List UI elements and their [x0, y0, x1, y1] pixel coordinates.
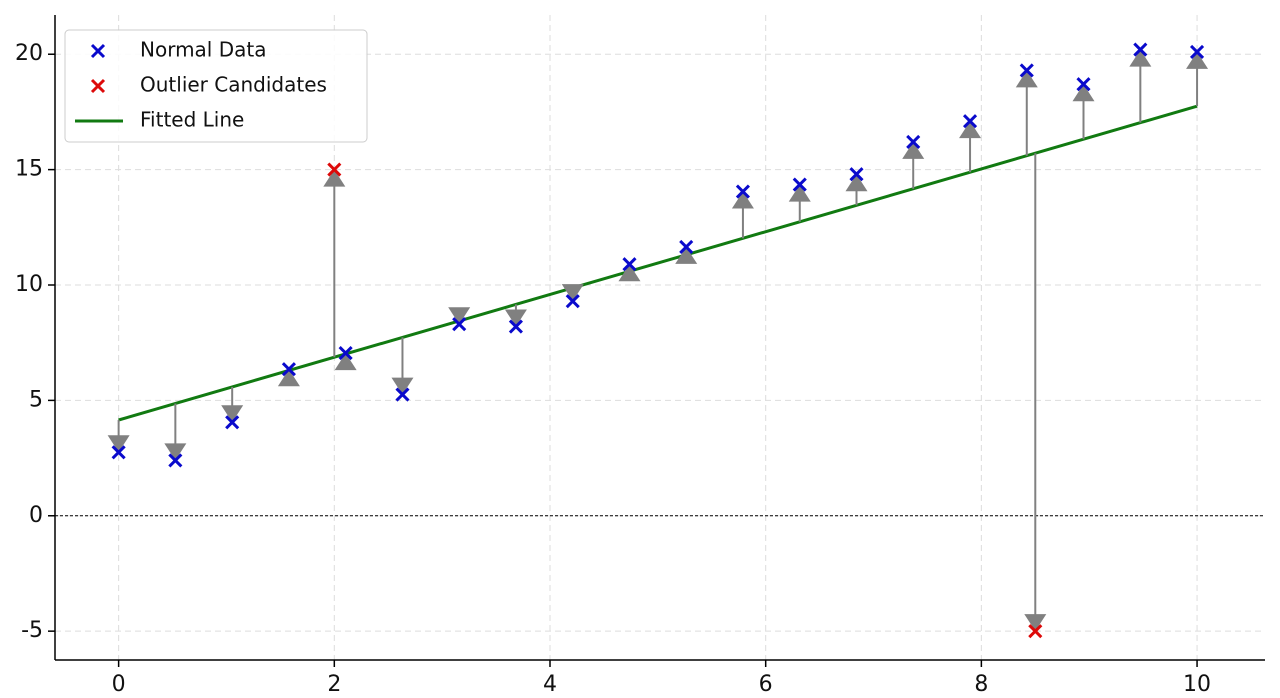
point	[327, 162, 342, 177]
marker-stroke	[281, 362, 296, 377]
point	[849, 167, 864, 182]
residual-arrowhead	[788, 184, 811, 202]
marker-stroke	[906, 134, 921, 149]
point	[111, 445, 126, 460]
marker-stroke	[90, 78, 106, 94]
y-tick-label: 20	[15, 41, 43, 66]
residual-arrowhead	[323, 169, 346, 187]
residual-arrowhead	[504, 309, 527, 327]
legend-swatch	[90, 43, 106, 59]
legend-label: Outlier Candidates	[140, 73, 327, 97]
legend-label: Fitted Line	[140, 108, 244, 132]
point	[1189, 44, 1205, 59]
marker-stroke	[90, 43, 106, 59]
residual-arrowhead	[561, 284, 584, 302]
legend-swatch	[90, 78, 106, 94]
point	[1019, 63, 1034, 78]
y-tick-label: 10	[15, 272, 43, 297]
marker-stroke	[735, 184, 750, 199]
residual-arrowhead	[107, 435, 130, 453]
marker-stroke	[1133, 42, 1148, 57]
marker-stroke	[452, 317, 467, 332]
marker-stroke	[1028, 624, 1043, 639]
marker-stroke	[792, 177, 807, 192]
point	[225, 415, 240, 430]
marker-stroke	[1189, 44, 1205, 59]
marker-stroke	[508, 319, 523, 334]
residual-arrowhead	[731, 191, 754, 209]
marker-stroke	[962, 114, 978, 129]
marker-stroke	[225, 415, 240, 430]
point	[1076, 77, 1091, 92]
residual-arrowhead	[1186, 51, 1209, 69]
point	[735, 184, 750, 199]
residual-arrowhead	[902, 141, 925, 159]
residual-arrowhead	[334, 353, 357, 371]
marker-stroke	[1076, 77, 1091, 92]
marker-stroke	[679, 239, 694, 254]
fitted-line	[118, 104, 1198, 422]
x-tick-label: 4	[543, 672, 557, 697]
residual-arrowhead	[1024, 614, 1047, 632]
x-tick-label: 10	[1183, 672, 1211, 697]
marker-stroke	[849, 167, 864, 182]
point	[338, 346, 353, 361]
point	[1133, 42, 1148, 57]
point	[1028, 624, 1043, 639]
marker-stroke	[111, 445, 126, 460]
point	[622, 257, 637, 272]
y-tick-label: -5	[21, 618, 43, 643]
point	[508, 319, 523, 334]
residual-arrowhead	[448, 307, 471, 325]
point	[962, 114, 978, 129]
legend-label: Normal Data	[140, 38, 266, 62]
point	[452, 317, 467, 332]
point	[395, 387, 410, 402]
residual-arrowhead	[1072, 84, 1095, 102]
residual-arrowhead	[675, 246, 698, 264]
marker-stroke	[395, 387, 410, 402]
legend: Normal Data Outlier Candidates Fitted Line	[64, 29, 368, 143]
residual-arrowhead	[1129, 49, 1152, 67]
point	[281, 362, 296, 377]
residual-arrowhead	[618, 264, 641, 282]
marker-stroke	[327, 162, 342, 177]
marker-stroke	[1019, 63, 1034, 78]
point	[679, 239, 694, 254]
x-tick-label: 8	[974, 672, 988, 697]
residual-arrowhead	[845, 174, 868, 192]
x-tick-label: 2	[327, 672, 341, 697]
point	[565, 294, 580, 309]
y-tick-label: 0	[29, 503, 43, 528]
point	[168, 453, 183, 468]
marker-stroke	[338, 346, 353, 361]
marker-stroke	[565, 294, 580, 309]
point	[906, 134, 921, 149]
residual-arrowhead	[277, 369, 300, 387]
x-tick-label: 0	[112, 672, 126, 697]
x-tick-label: 6	[759, 672, 773, 697]
marker-stroke	[168, 453, 183, 468]
y-tick-label: 15	[15, 157, 43, 182]
residual-arrowhead	[959, 121, 982, 139]
residual-arrowhead	[164, 443, 187, 461]
residual-arrowhead	[1015, 70, 1038, 88]
marker-stroke	[622, 257, 637, 272]
residual-arrowhead	[391, 377, 414, 395]
point	[792, 177, 807, 192]
y-tick-label: 5	[29, 387, 43, 412]
residual-arrowhead	[221, 405, 244, 423]
legend-box	[64, 29, 368, 143]
